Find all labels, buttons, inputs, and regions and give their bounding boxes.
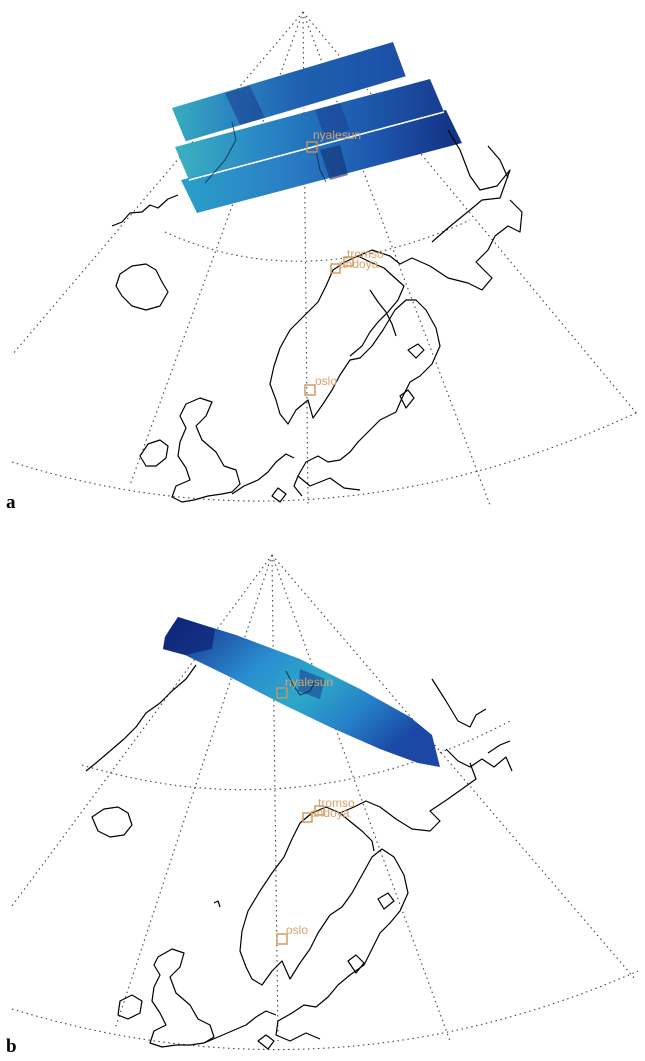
site-marker-andoya-b [302,812,313,823]
site-label-oslo-b: oslo [286,923,308,937]
map-panel-b: nyalesun tromso andoya oslo b [0,531,645,1061]
graticule-a [11,11,639,506]
site-markers-a: nyalesun tromso andoya oslo [304,128,384,396]
graticule-b [11,554,639,1051]
site-marker-tromso-a [343,256,354,267]
panel-label-a: a [6,492,16,513]
site-marker-nyalesun-a [306,141,318,153]
satellite-swaths-a [172,42,462,213]
site-label-andoya-a: andoya [339,257,379,271]
site-label-tromso-b: tromso [318,796,355,810]
coastlines-b [85,664,513,1050]
site-label-oslo-a: oslo [315,374,337,388]
site-label-nyalesun-a: nyalesun [313,128,361,142]
site-label-andoya-b: andoya [310,806,350,820]
site-markers-b: nyalesun tromso andoya oslo [276,675,355,945]
site-marker-nyalesun-b [276,687,288,699]
coastlines-a [111,129,523,503]
site-marker-tromso-b [314,805,325,816]
site-marker-oslo-a [304,384,316,396]
site-label-nyalesun-b: nyalesun [285,675,333,689]
map-canvas-b: nyalesun tromso andoya oslo [11,554,639,1051]
panel-label-b: b [6,1036,17,1057]
site-marker-andoya-a [330,263,341,274]
map-canvas-a: nyalesun tromso andoya oslo [11,11,639,506]
satellite-swath-b [163,617,440,767]
map-panel-a: nyalesun tromso andoya oslo a [0,0,645,525]
site-label-tromso-a: tromso [347,247,384,261]
site-marker-oslo-b [276,933,288,945]
